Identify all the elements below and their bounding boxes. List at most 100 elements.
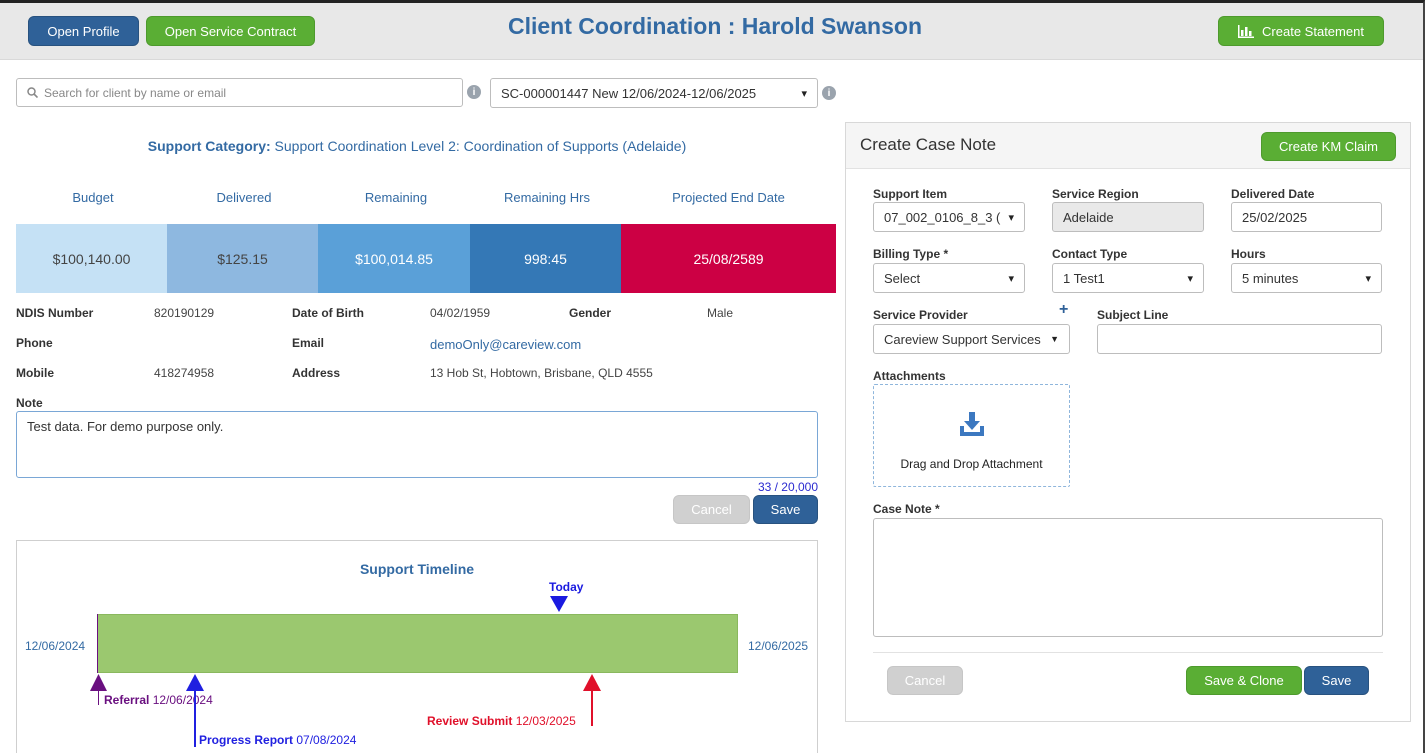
- delivered-date-label: Delivered Date: [1231, 187, 1315, 201]
- create-statement-button[interactable]: Create Statement: [1218, 16, 1384, 46]
- timeline-start-date: 12/06/2024: [25, 639, 86, 653]
- delivered-date-input[interactable]: 25/02/2025: [1231, 202, 1382, 232]
- review-stem: [591, 691, 593, 726]
- timeline-end-date: 12/06/2025: [748, 639, 809, 653]
- create-case-note-panel: Create Case Note Create KM Claim Support…: [845, 122, 1411, 722]
- case-note-label: Case Note *: [873, 502, 940, 516]
- chevron-down-icon: ▾: [801, 87, 807, 100]
- referral-label: Referral: [104, 693, 150, 707]
- search-info-icon[interactable]: i: [467, 85, 481, 99]
- email-label: Email: [292, 336, 325, 350]
- case-note-panel-header: Create Case Note Create KM Claim: [846, 123, 1410, 169]
- email-link[interactable]: demoOnly@careview.com: [430, 337, 582, 352]
- service-provider-value: Careview Support Services: [884, 331, 1041, 347]
- referral-marker-icon: [90, 674, 107, 691]
- chevron-down-icon: ▾: [1187, 272, 1193, 285]
- contact-type-label: Contact Type: [1052, 247, 1128, 261]
- billing-type-label: Billing Type *: [873, 247, 949, 261]
- referral-annotation: Referral 12/06/2024: [104, 693, 213, 707]
- client-search-input[interactable]: Search for client by name or email: [16, 78, 463, 107]
- save-and-clone-button[interactable]: Save & Clone: [1186, 666, 1302, 695]
- search-icon: [27, 87, 38, 98]
- referral-date: 12/06/2024: [152, 693, 213, 707]
- support-category-label: Support Category:: [147, 138, 271, 154]
- contact-type-value: 1 Test1: [1063, 270, 1105, 286]
- caret-down-icon: ▼: [1050, 334, 1059, 344]
- service-region-field: Adelaide: [1052, 202, 1204, 232]
- note-save-button[interactable]: Save: [753, 495, 818, 524]
- service-region-label: Service Region: [1052, 187, 1139, 201]
- service-contract-value: SC-000001447 New 12/06/2024-12/06/2025: [501, 85, 757, 101]
- case-note-title: Create Case Note: [860, 135, 997, 154]
- case-note-cancel-button[interactable]: Cancel: [887, 666, 963, 695]
- search-placeholder: Search for client by name or email: [44, 85, 227, 100]
- service-provider-label: Service Provider: [873, 308, 968, 322]
- contract-info-icon[interactable]: i: [822, 86, 836, 100]
- subject-line-label: Subject Line: [1097, 308, 1169, 322]
- create-km-claim-button[interactable]: Create KM Claim: [1261, 132, 1396, 161]
- contact-type-select[interactable]: 1 Test1 ▾: [1052, 263, 1204, 293]
- progress-marker-icon: [186, 674, 204, 691]
- hours-select[interactable]: 5 minutes ▾: [1231, 263, 1382, 293]
- referral-stem: [98, 691, 99, 705]
- chevron-down-icon: ▾: [1365, 272, 1371, 285]
- case-note-save-button[interactable]: Save: [1304, 666, 1369, 695]
- dob-value: 04/02/1959: [430, 306, 491, 320]
- support-category-value: Support Coordination Level 2: Coordinati…: [274, 138, 687, 154]
- projected-end-date-label: Projected End Date: [672, 190, 785, 205]
- budget-value: $100,140.00: [16, 224, 167, 293]
- ndis-number-label: NDIS Number: [16, 306, 94, 320]
- top-header: Open Profile Open Service Contract Clien…: [0, 3, 1423, 60]
- drag-drop-text: Drag and Drop Attachment: [900, 457, 1043, 471]
- review-marker-icon: [583, 674, 601, 691]
- delivered-label: Delivered: [216, 190, 272, 205]
- projected-end-date-value: 25/08/2589: [621, 224, 836, 293]
- ndis-number-value: 820190129: [154, 306, 215, 320]
- download-icon: [960, 412, 984, 436]
- bar-chart-icon: [1238, 24, 1255, 38]
- support-item-select[interactable]: 07_002_0106_8_3 ( ▾: [873, 202, 1025, 232]
- note-textarea[interactable]: Test data. For demo purpose only.: [16, 411, 818, 478]
- mobile-value: 418274958: [154, 366, 215, 380]
- address-label: Address: [292, 366, 341, 380]
- progress-date: 07/08/2024: [296, 733, 357, 747]
- remaining-label: Remaining: [364, 190, 428, 205]
- add-provider-icon[interactable]: +: [1059, 301, 1069, 318]
- note-cancel-button[interactable]: Cancel: [673, 495, 750, 524]
- phone-label: Phone: [16, 336, 53, 350]
- service-provider-select[interactable]: Careview Support Services ▼: [873, 324, 1070, 354]
- service-contract-select[interactable]: SC-000001447 New 12/06/2024-12/06/2025 ▾: [490, 78, 818, 108]
- open-service-contract-button[interactable]: Open Service Contract: [146, 16, 315, 46]
- support-item-value: 07_002_0106_8_3 (: [884, 209, 1001, 225]
- timeline-title: Support Timeline: [359, 561, 475, 577]
- remaining-value: $100,014.85: [318, 224, 470, 293]
- chevron-down-icon: ▾: [1008, 272, 1014, 285]
- chevron-down-icon: ▾: [1008, 211, 1014, 224]
- referral-marker-line: [97, 614, 98, 673]
- review-annotation: Review Submit 12/03/2025: [427, 714, 576, 728]
- case-note-textarea[interactable]: [873, 518, 1383, 637]
- attachment-dropzone[interactable]: Drag and Drop Attachment: [873, 384, 1070, 487]
- support-item-label: Support Item: [873, 187, 947, 201]
- gender-label: Gender: [569, 306, 612, 320]
- hours-value: 5 minutes: [1242, 270, 1299, 286]
- today-label: Today: [549, 580, 584, 594]
- hours-label: Hours: [1231, 247, 1266, 261]
- today-marker-icon: [550, 596, 568, 612]
- timeline-bar: [97, 614, 738, 673]
- billing-type-select[interactable]: Select ▾: [873, 263, 1025, 293]
- gender-value: Male: [707, 306, 734, 320]
- remaining-hrs-value: 998:45: [470, 224, 621, 293]
- subject-line-input[interactable]: [1097, 324, 1382, 354]
- mobile-label: Mobile: [16, 366, 54, 380]
- billing-type-value: Select: [884, 270, 921, 286]
- note-label: Note: [16, 396, 43, 410]
- open-profile-button[interactable]: Open Profile: [28, 16, 139, 46]
- budget-label: Budget: [72, 190, 114, 205]
- divider: [873, 652, 1383, 653]
- address-value: 13 Hob St, Hobtown, Brisbane, QLD 4555: [430, 366, 653, 380]
- create-statement-label: Create Statement: [1262, 23, 1364, 39]
- note-char-count: 33 / 20,000: [757, 480, 818, 494]
- progress-annotation: Progress Report 07/08/2024: [199, 733, 356, 747]
